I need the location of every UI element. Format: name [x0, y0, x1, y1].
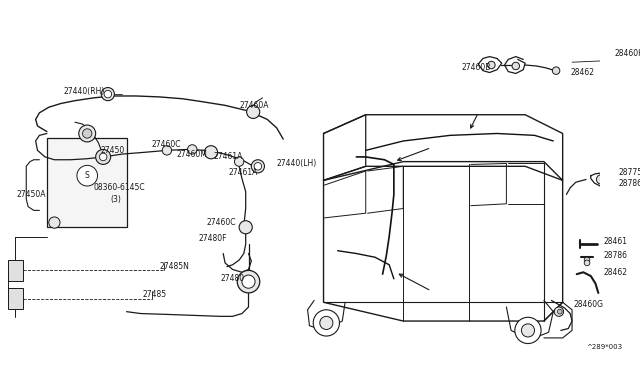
Circle shape — [554, 307, 564, 316]
Text: 27460B: 27460B — [461, 63, 491, 72]
Circle shape — [101, 87, 115, 101]
Circle shape — [522, 324, 534, 337]
Text: ^289*003: ^289*003 — [586, 344, 622, 350]
Text: 27480: 27480 — [220, 274, 244, 283]
Circle shape — [83, 129, 92, 138]
Text: 27450: 27450 — [100, 146, 125, 155]
Circle shape — [239, 221, 252, 234]
Circle shape — [162, 146, 172, 155]
Text: S: S — [85, 171, 90, 180]
Circle shape — [242, 275, 255, 288]
Circle shape — [552, 67, 560, 74]
Text: 28786: 28786 — [619, 179, 640, 188]
Circle shape — [99, 153, 107, 161]
Circle shape — [488, 61, 495, 69]
Bar — [8, 288, 22, 309]
Text: 27440(RH): 27440(RH) — [64, 87, 105, 96]
Circle shape — [584, 257, 590, 263]
Text: 27485: 27485 — [143, 290, 166, 299]
Text: 28461: 28461 — [604, 237, 628, 246]
Circle shape — [104, 90, 111, 98]
Text: (3): (3) — [111, 195, 122, 203]
Circle shape — [252, 160, 264, 173]
Text: 27460M: 27460M — [176, 150, 207, 158]
Circle shape — [204, 146, 218, 159]
Text: 28462: 28462 — [570, 68, 594, 77]
Text: 27450A: 27450A — [17, 190, 46, 199]
Circle shape — [515, 317, 541, 344]
Circle shape — [557, 309, 562, 314]
Circle shape — [584, 260, 590, 266]
Circle shape — [234, 157, 244, 166]
Circle shape — [596, 175, 606, 184]
Text: 27460C: 27460C — [206, 218, 236, 227]
Text: 27461A: 27461A — [214, 153, 243, 161]
Circle shape — [49, 217, 60, 228]
Text: 27460C: 27460C — [152, 140, 181, 149]
Bar — [47, 138, 127, 227]
Circle shape — [254, 163, 262, 170]
Bar — [8, 260, 22, 281]
Text: 28775: 28775 — [619, 169, 640, 177]
Circle shape — [77, 166, 97, 186]
Text: 27460A: 27460A — [239, 101, 269, 110]
Circle shape — [320, 316, 333, 330]
Text: 27485N: 27485N — [159, 262, 189, 271]
Circle shape — [95, 150, 111, 164]
Circle shape — [188, 145, 197, 154]
Text: 27480F: 27480F — [199, 234, 227, 243]
Text: 27440(LH): 27440(LH) — [276, 159, 317, 168]
Circle shape — [512, 62, 520, 70]
Text: 28462: 28462 — [604, 268, 628, 277]
Circle shape — [237, 270, 260, 293]
Text: 28460G: 28460G — [574, 300, 604, 309]
Circle shape — [313, 310, 339, 336]
Text: 27461A: 27461A — [229, 169, 258, 177]
Text: 28786: 28786 — [604, 251, 628, 260]
Text: 28460H: 28460H — [614, 49, 640, 58]
Circle shape — [246, 105, 260, 118]
Text: 08360-6145C: 08360-6145C — [94, 183, 145, 192]
Circle shape — [79, 125, 95, 142]
